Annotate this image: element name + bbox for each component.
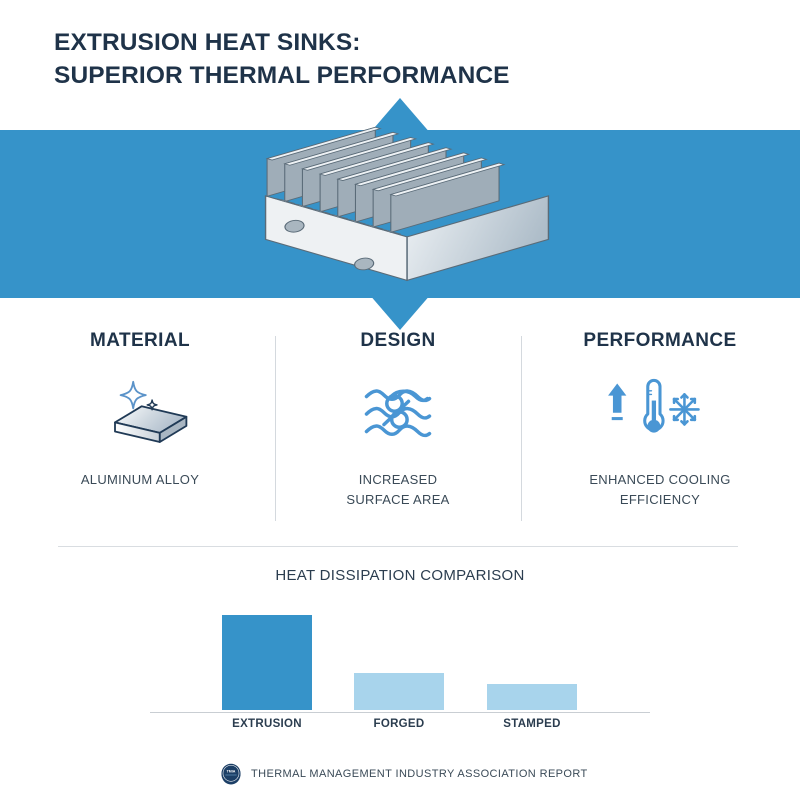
svg-text:TMIA: TMIA [227,769,236,773]
